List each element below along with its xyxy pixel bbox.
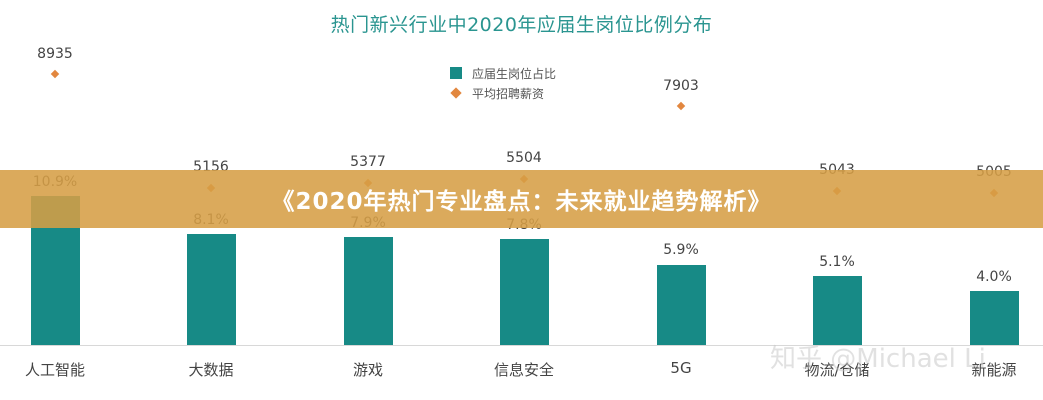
bar-games <box>344 237 393 345</box>
salary-label: 8935 <box>37 46 73 62</box>
salary-point-icon <box>676 101 686 111</box>
salary-label: 5504 <box>506 150 542 166</box>
bar-swatch-icon <box>450 67 462 79</box>
x-tick-label: 5G <box>670 359 692 377</box>
salary-label: 5377 <box>350 154 386 170</box>
x-tick-label: 游戏 <box>352 361 383 379</box>
x-tick-label: 物流/仓储 <box>804 361 870 379</box>
bar-infosec <box>500 239 549 345</box>
salary-point-icon <box>50 69 60 79</box>
bar-value-label: 4.0% <box>976 269 1012 285</box>
bar-logistics <box>813 276 862 345</box>
bar-value-label: 5.1% <box>819 254 855 270</box>
x-tick-label: 信息安全 <box>493 361 554 379</box>
bar-value-label: 5.9% <box>663 242 699 258</box>
watermark: 知乎 @Michael Li <box>770 344 986 374</box>
bar-bigdata <box>187 234 236 345</box>
diamond-swatch-icon <box>450 87 462 99</box>
x-tick-label: 大数据 <box>188 361 234 379</box>
legend-dot-label: 平均招聘薪资 <box>472 86 545 101</box>
x-tick-label: 新能源 <box>971 361 1017 379</box>
banner-text: 《2020年热门专业盘点：未来就业趋势解析》 <box>271 189 772 215</box>
title-banner: 《2020年热门专业盘点：未来就业趋势解析》 <box>0 170 1043 228</box>
legend: 应届生岗位占比 平均招聘薪资 <box>450 63 556 103</box>
salary-label: 7903 <box>663 78 699 94</box>
x-axis-line <box>0 345 1043 346</box>
chart-title: 热门新兴行业中2020年应届生岗位比例分布 <box>330 14 713 36</box>
bar-newenergy <box>970 291 1019 345</box>
bar-5g <box>657 265 706 345</box>
legend-bar-label: 应届生岗位占比 <box>472 66 557 81</box>
x-tick-label: 人工智能 <box>24 361 85 379</box>
